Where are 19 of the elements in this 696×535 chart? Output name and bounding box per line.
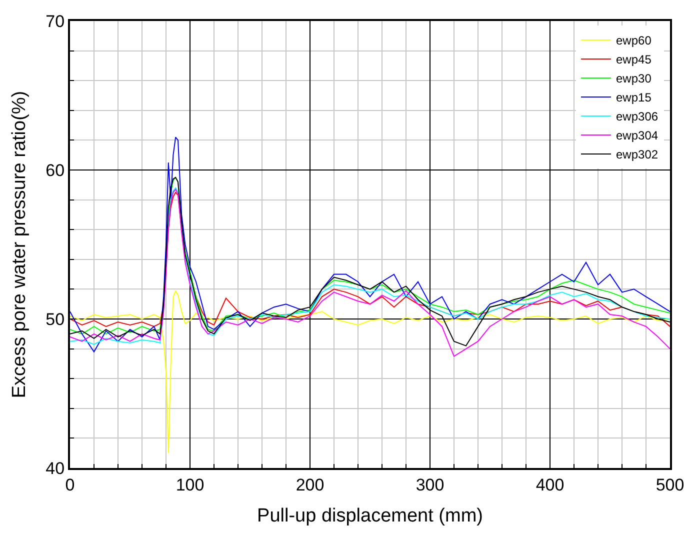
legend-label: ewp60 bbox=[616, 34, 652, 48]
x-tick-label: 500 bbox=[656, 475, 684, 494]
y-axis-title: Excess pore water pressure ratio(%) bbox=[9, 90, 30, 398]
y-tick-label: 50 bbox=[46, 310, 65, 329]
legend-label: ewp30 bbox=[616, 72, 652, 86]
y-tick-label: 40 bbox=[46, 458, 65, 478]
x-axis-title: Pull-up displacement (mm) bbox=[257, 506, 483, 527]
x-tick-label: 400 bbox=[536, 475, 564, 494]
legend-label: ewp306 bbox=[616, 110, 658, 124]
x-tick-label: 300 bbox=[416, 475, 444, 494]
x-tick-label: 200 bbox=[296, 475, 324, 494]
legend-label: ewp45 bbox=[616, 52, 652, 67]
legend-label: ewp302 bbox=[616, 148, 658, 162]
y-tick-label: 70 bbox=[46, 12, 65, 31]
x-tick-label: 0 bbox=[65, 475, 75, 494]
legend-label: ewp304 bbox=[616, 128, 658, 143]
x-tick-label: 100 bbox=[176, 475, 204, 494]
legend-label: ewp15 bbox=[616, 90, 652, 105]
y-tick-label: 60 bbox=[46, 160, 65, 180]
